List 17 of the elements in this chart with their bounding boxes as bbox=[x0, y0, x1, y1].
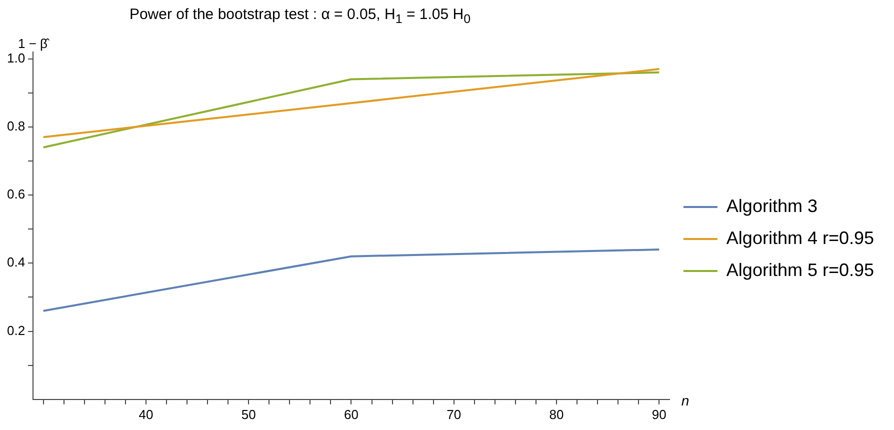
x-axis-title: n bbox=[681, 392, 690, 408]
x-tick-label: 70 bbox=[446, 406, 462, 422]
y-tick-label: 0.4 bbox=[6, 254, 26, 270]
y-tick-label: 0.6 bbox=[6, 186, 26, 202]
y-tick-label: 0.8 bbox=[6, 118, 26, 134]
x-tick-label: 40 bbox=[138, 406, 154, 422]
x-tick-label: 90 bbox=[652, 406, 666, 422]
y-tick-label: 1.0 bbox=[6, 50, 26, 66]
x-tick-label: 80 bbox=[549, 406, 564, 422]
legend-label: Algorithm 5 r=0.95 bbox=[726, 260, 874, 280]
y-axis-title: 1 − β̂ bbox=[18, 36, 48, 51]
legend-label: Algorithm 4 r=0.95 bbox=[726, 228, 874, 248]
y-tick-label: 0.2 bbox=[6, 322, 26, 338]
x-tick-label: 50 bbox=[241, 406, 256, 422]
legend-label: Algorithm 3 bbox=[726, 196, 818, 216]
x-tick-label: 60 bbox=[344, 406, 358, 422]
chart-title: Power of the bootstrap test : α = 0.05, H$_{1}$ = 1.05 H$_{0}$ bbox=[128, 6, 472, 26]
